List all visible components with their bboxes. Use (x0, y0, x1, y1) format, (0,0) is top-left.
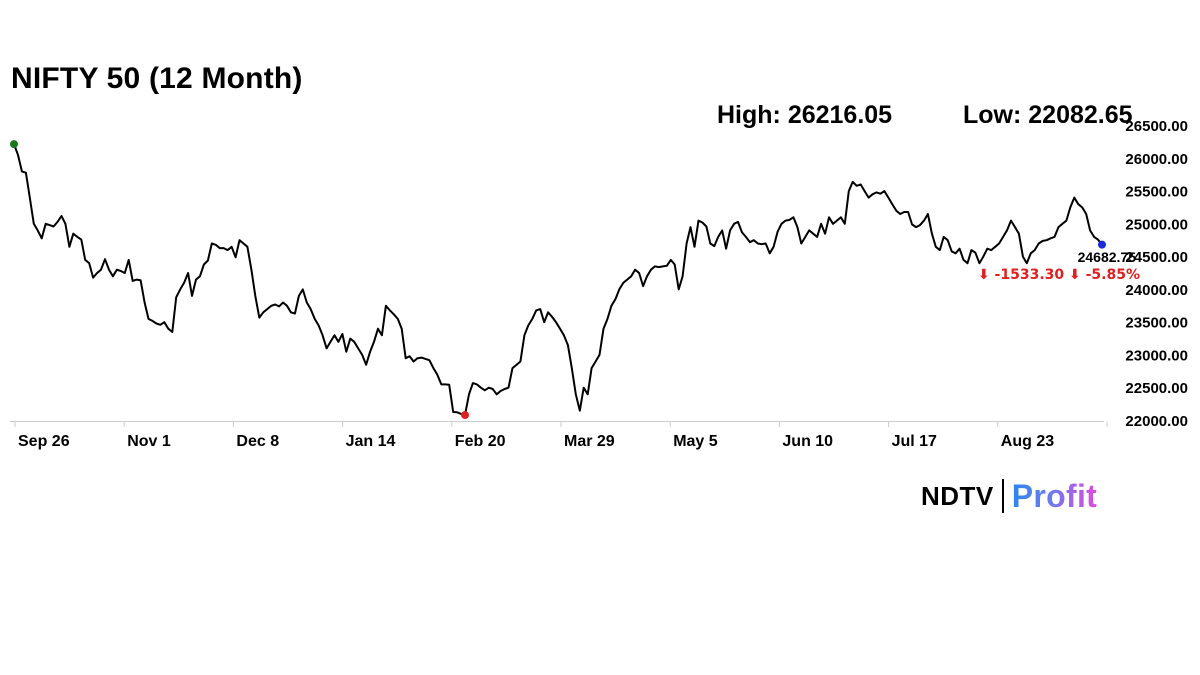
logo-brand: NDTV (921, 480, 994, 511)
x-tick-label: Jul 17 (892, 433, 937, 450)
x-tick-label: Nov 1 (127, 433, 171, 450)
marker-layer (10, 140, 1106, 420)
x-tick-label: Mar 29 (564, 433, 615, 450)
x-tick-label: Dec 8 (236, 433, 279, 450)
low-stat: Low: 22082.65 (963, 101, 1133, 129)
chart-title: NIFTY 50 (12 Month) (11, 62, 303, 95)
low-point-marker (461, 411, 470, 420)
high-stat: High: 26216.05 (717, 101, 893, 129)
ndtv-profit-logo: NDTV Profit (921, 476, 1097, 516)
x-tick-label: Jan 14 (346, 433, 396, 450)
axis-layer (10, 421, 1108, 427)
y-tick-label: 26000.00 (1125, 151, 1188, 168)
price-line (13, 143, 1103, 417)
change-label: ⬇ -1533.30 ⬇ -5.85% (978, 267, 1140, 283)
y-tick-label: 22000.00 (1125, 413, 1188, 430)
label-layer: 22000.00 22500.00 23000.00 23500.00 24000.00… (18, 118, 1188, 450)
y-tick-label: 24000.00 (1125, 282, 1188, 299)
y-tick-label: 24500.00 (1125, 249, 1188, 266)
line-layer (13, 143, 1103, 417)
last-value-label: 24682.75 (1078, 249, 1137, 265)
y-tick-label: 25500.00 (1125, 184, 1188, 201)
x-tick-label: Feb 20 (455, 433, 506, 450)
start-point-marker (10, 140, 18, 149)
y-tick-label: 25000.00 (1125, 216, 1188, 233)
x-tick-label: Jun 10 (782, 433, 833, 450)
x-tick-label: Sep 26 (18, 433, 70, 450)
x-tick-label: Aug 23 (1001, 433, 1054, 450)
y-tick-label: 22500.00 (1125, 380, 1188, 397)
x-tick-label: May 5 (673, 433, 718, 450)
y-tick-label: 23000.00 (1125, 347, 1188, 364)
logo-product: Profit (1011, 477, 1098, 514)
y-tick-label: 26500.00 (1125, 118, 1188, 135)
logo-divider (1001, 479, 1004, 513)
end-point-marker (1098, 240, 1106, 249)
y-tick-label: 23500.00 (1125, 315, 1188, 332)
